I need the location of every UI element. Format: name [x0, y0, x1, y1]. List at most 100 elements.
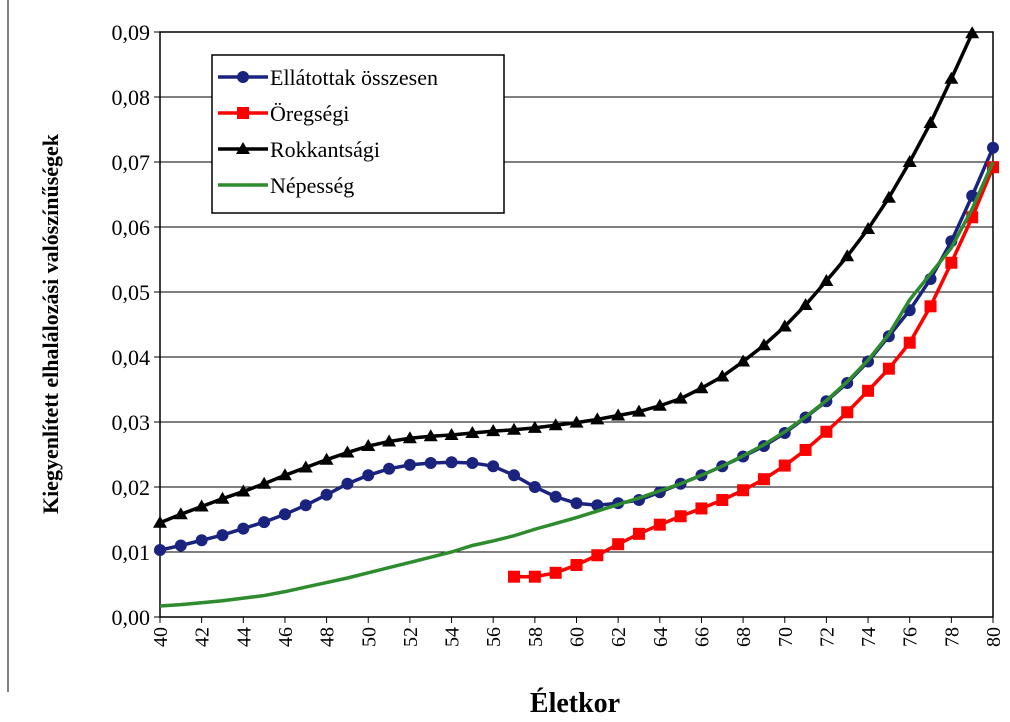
marker	[258, 516, 271, 529]
marker	[257, 476, 272, 489]
x-tick-label: 46	[275, 627, 297, 647]
marker	[903, 336, 916, 349]
y-tick-label: 0,09	[112, 20, 151, 45]
x-tick-label: 60	[567, 627, 589, 647]
marker	[881, 190, 896, 203]
marker	[444, 428, 459, 440]
marker	[591, 499, 604, 512]
marker	[923, 116, 938, 128]
x-tick-label: 42	[192, 627, 214, 647]
marker	[465, 426, 480, 439]
y-tick-label: 0,07	[112, 150, 151, 175]
x-tick-label: 48	[317, 627, 339, 647]
y-tick-label: 0,00	[112, 605, 151, 630]
marker	[987, 141, 999, 154]
marker	[841, 406, 854, 419]
marker	[445, 456, 458, 469]
x-tick-label: 70	[775, 627, 797, 647]
marker	[173, 507, 188, 520]
marker	[174, 539, 187, 552]
marker	[194, 499, 209, 512]
marker	[861, 221, 876, 234]
x-tick-label: 66	[691, 627, 713, 647]
marker	[237, 522, 250, 535]
marker	[882, 362, 895, 375]
marker	[361, 439, 376, 452]
marker	[154, 544, 166, 557]
marker	[548, 418, 563, 431]
marker	[778, 459, 791, 472]
marker	[652, 398, 667, 411]
marker	[402, 431, 417, 444]
marker	[382, 434, 397, 447]
marker	[153, 515, 167, 528]
marker	[424, 456, 437, 469]
x-tick-label: 78	[941, 627, 963, 647]
x-tick-label: 54	[442, 627, 464, 647]
marker	[757, 473, 770, 486]
marker	[653, 518, 666, 531]
x-tick-label: 68	[733, 627, 755, 647]
marker	[570, 497, 583, 510]
y-tick-label: 0,04	[112, 345, 151, 370]
marker	[215, 491, 230, 504]
marker	[570, 559, 583, 571]
marker	[819, 273, 834, 286]
marker	[965, 26, 980, 39]
y-tick-label: 0,01	[112, 540, 151, 565]
x-tick-label: 44	[233, 627, 255, 647]
series-line	[159, 161, 995, 608]
marker	[277, 468, 292, 481]
marker	[590, 412, 605, 425]
legend-label: Népesség	[270, 173, 354, 198]
marker	[756, 338, 771, 351]
x-tick-label: 58	[525, 627, 547, 647]
marker	[631, 404, 646, 417]
marker	[798, 298, 813, 310]
x-axis-label: Életkor	[530, 688, 620, 719]
y-tick-label: 0,03	[112, 410, 151, 435]
x-tick-label: 76	[900, 627, 922, 647]
marker	[799, 443, 812, 456]
marker	[507, 422, 522, 435]
marker	[320, 488, 333, 501]
marker	[736, 354, 751, 367]
marker	[237, 107, 249, 119]
legend-label: Ellátottak összesen	[270, 65, 438, 90]
marker	[237, 71, 249, 83]
marker	[549, 566, 562, 579]
marker	[319, 452, 334, 465]
marker	[278, 508, 291, 521]
x-tick-label: 64	[650, 627, 672, 647]
y-tick-label: 0,05	[112, 280, 151, 305]
x-tick-label: 52	[400, 627, 422, 647]
marker	[715, 369, 730, 382]
y-tick-label: 0,08	[112, 85, 151, 110]
marker	[632, 527, 645, 540]
marker	[673, 391, 688, 404]
legend-label: Rokkantsági	[270, 137, 380, 162]
marker	[840, 249, 855, 262]
marker	[945, 256, 958, 269]
marker	[466, 456, 479, 469]
x-tick-label: 56	[483, 627, 505, 647]
marker	[528, 570, 541, 583]
marker	[862, 384, 875, 397]
marker	[549, 490, 562, 503]
marker	[611, 408, 626, 421]
marker	[236, 484, 251, 497]
marker	[944, 71, 959, 84]
marker	[569, 415, 584, 428]
marker	[299, 499, 312, 512]
marker	[362, 469, 375, 482]
marker	[216, 529, 229, 542]
marker	[236, 142, 250, 154]
marker	[777, 319, 792, 332]
marker	[528, 481, 541, 493]
y-tick-label: 0,02	[112, 475, 151, 500]
plot-frame	[159, 31, 994, 618]
marker	[737, 484, 750, 497]
marker	[340, 445, 355, 458]
marker	[674, 510, 687, 523]
